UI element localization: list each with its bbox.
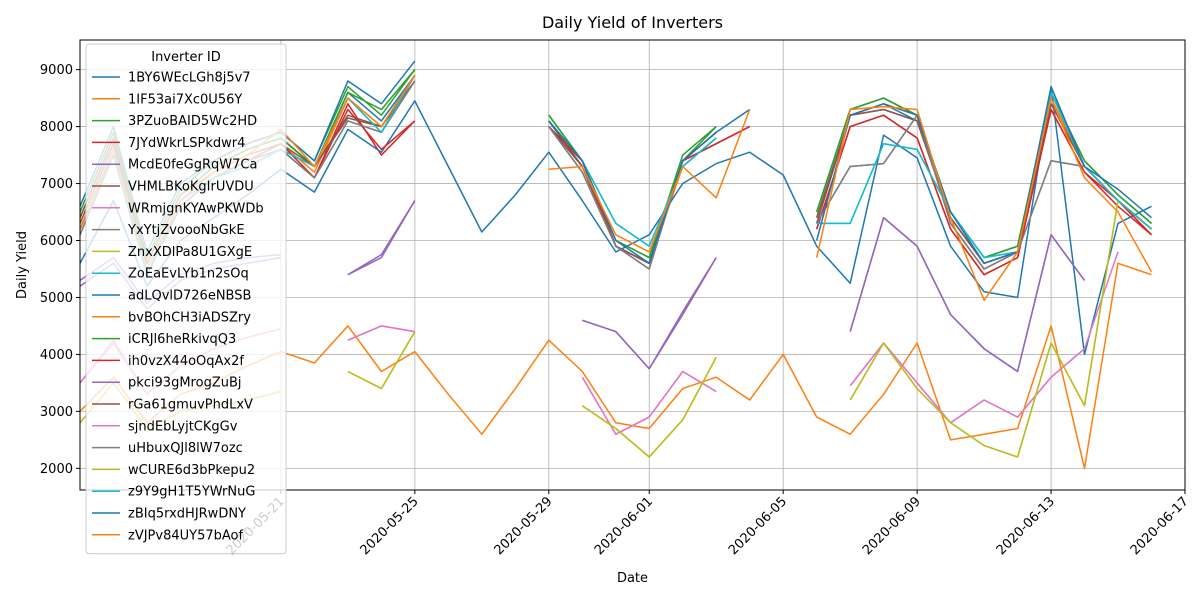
legend-item: rGa61gmuvPhdLxV [92, 398, 253, 413]
legend-item: wCURE6d3bPkepu2 [92, 463, 255, 478]
x-axis-label: Date [617, 571, 648, 586]
legend-label: iCRJl6heRkivqQ3 [128, 332, 236, 347]
y-tick-label: 6000 [40, 234, 73, 249]
legend-item: ih0vzX44oOqAx2f [92, 354, 244, 369]
legend-label: zBIq5rxdHJRwDNY [128, 507, 246, 522]
plot-frame [79, 39, 1186, 491]
legend-label: ZoEaEvLYb1n2sOq [128, 267, 249, 282]
legend-label: WRmjgnKYAwPKWDb [128, 201, 264, 216]
y-tick-label: 2000 [40, 462, 73, 477]
legend-item: zBIq5rxdHJRwDNY [92, 507, 246, 522]
y-tick-label: 8000 [40, 120, 73, 135]
legend-item: adLQvlD726eNBSB [92, 289, 251, 304]
legend-item: uHbuxQJl8lW7ozc [92, 441, 243, 456]
legend-label: adLQvlD726eNBSB [128, 289, 251, 304]
legend-item: 3PZuoBAID5Wc2HD [92, 114, 257, 129]
legend-label: sjndEbLyjtCKgGv [128, 419, 238, 434]
legend-label: 1IF53ai7Xc0U56Y [128, 92, 242, 107]
legend-item: zVJPv84UY57bAof [92, 528, 243, 543]
legend-item: VHMLBKoKgIrUVDU [92, 180, 254, 195]
legend-label: wCURE6d3bPkepu2 [128, 463, 255, 478]
legend-label: rGa61gmuvPhdLxV [128, 398, 253, 413]
y-tick-label: 5000 [40, 291, 73, 306]
legend-label: ZnxXDlPa8U1GXgE [128, 245, 252, 260]
legend-item: iCRJl6heRkivqQ3 [92, 332, 236, 347]
legend-item: bvBOhCH3iADSZry [92, 310, 251, 325]
legend-label: 3PZuoBAID5Wc2HD [128, 114, 257, 129]
legend-item: ZoEaEvLYb1n2sOq [92, 267, 249, 282]
chart-title: Daily Yield of Inverters [542, 13, 723, 32]
legend-item: pkci93gMrogZuBj [92, 376, 242, 391]
legend-label: McdE0feGgRqW7Ca [128, 158, 257, 173]
legend-label: uHbuxQJl8lW7ozc [128, 441, 243, 456]
legend-item: sjndEbLyjtCKgGv [92, 419, 238, 434]
legend-item: 1BY6WEcLGh8j5v7 [92, 71, 251, 86]
legend-box [85, 43, 287, 555]
legend-items: 1BY6WEcLGh8j5v7 1IF53ai7Xc0U56Y 3PZuoBAID5… [92, 71, 264, 543]
y-axis-label: Daily Yield [15, 231, 30, 299]
legend-label: pkci93gMrogZuBj [128, 376, 242, 391]
legend-title: Inverter ID [151, 50, 221, 65]
legend-label: VHMLBKoKgIrUVDU [128, 180, 254, 195]
y-tick-label: 7000 [40, 177, 73, 192]
series-lines [79, 60, 1153, 470]
legend-item: ZnxXDlPa8U1GXgE [92, 245, 252, 260]
legend-label: 1BY6WEcLGh8j5v7 [128, 71, 251, 86]
legend-label: zVJPv84UY57bAof [128, 528, 243, 543]
legend-label: YxYtjZvoooNbGkE [127, 223, 245, 238]
legend-item: McdE0feGgRqW7Ca [92, 158, 257, 173]
legend-item: 7JYdWkrLSPkdwr4 [92, 136, 245, 151]
y-axis-ticks: 2000 3000 4000 5000 6000 7000 8000 9000 [40, 63, 80, 477]
legend-item: z9Y9gH1T5YWrNuG [92, 485, 255, 500]
legend-item: WRmjgnKYAwPKWDb [92, 201, 264, 216]
legend-label: z9Y9gH1T5YWrNuG [128, 485, 255, 500]
legend: Inverter ID 1BY6WEcLGh8j5v7 1IF53ai7Xc0U5… [85, 43, 287, 555]
y-tick-label: 4000 [40, 348, 73, 363]
y-tick-label: 9000 [40, 63, 73, 78]
y-tick-label: 3000 [40, 405, 73, 420]
legend-label: 7JYdWkrLSPkdwr4 [128, 136, 245, 151]
legend-item: 1IF53ai7Xc0U56Y [92, 92, 242, 107]
legend-label: ih0vzX44oOqAx2f [128, 354, 244, 369]
legend-label: bvBOhCH3iADSZry [128, 310, 251, 325]
legend-item: YxYtjZvoooNbGkE [92, 223, 245, 238]
